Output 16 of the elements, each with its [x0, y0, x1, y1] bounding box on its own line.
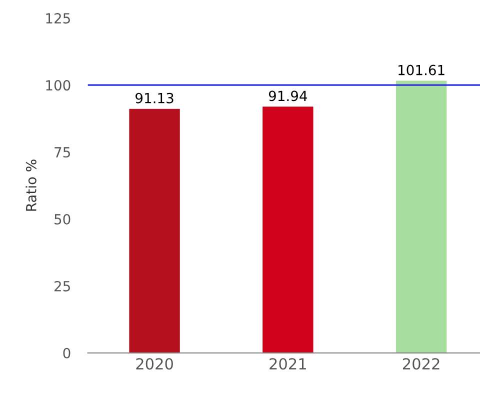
y-tick-label: 25 — [54, 280, 70, 292]
data-label: 91.94 — [268, 90, 308, 102]
y-tick-label: 75 — [54, 147, 70, 158]
x-tick-label: 2022 — [402, 358, 440, 370]
bar — [396, 80, 447, 353]
y-tick-label: 100 — [46, 80, 70, 91]
y-tick-label: 50 — [54, 214, 70, 224]
y-tick-label: 125 — [46, 13, 70, 24]
data-label: 101.61 — [398, 64, 444, 76]
y-axis-title: Ratio % — [26, 160, 36, 211]
y-tick-label: 0 — [63, 348, 70, 358]
data-label: 91.13 — [136, 92, 174, 104]
x-tick-label: 2020 — [136, 358, 173, 370]
bar — [129, 108, 180, 353]
bar — [262, 106, 314, 353]
x-tick-label: 2021 — [270, 358, 306, 370]
